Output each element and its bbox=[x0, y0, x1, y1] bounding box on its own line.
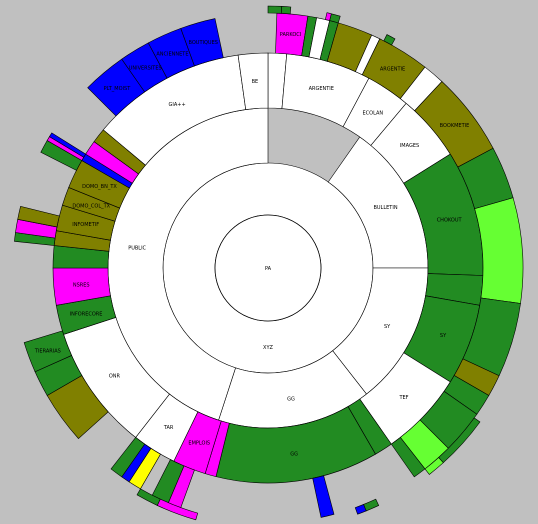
level3-label-24: GIA++ bbox=[169, 102, 186, 108]
level5-segment-1[interactable] bbox=[281, 6, 292, 15]
level3-label-20: DOMO_BN_TX bbox=[82, 184, 117, 190]
level3-label-2: ECOLAN bbox=[363, 111, 384, 117]
level4-label-35: BOUTIQUES bbox=[189, 40, 218, 46]
level3-label-6: SY bbox=[440, 333, 447, 339]
level5-segment-10[interactable] bbox=[136, 488, 161, 506]
level3-label-7: TEF bbox=[398, 395, 408, 401]
labels-layer: XYZ BULLETIN SY GG PUBLIC ARGENTIE ECOLAN IMAGE… bbox=[34, 32, 469, 458]
level3-label-4: CHOKOUT bbox=[437, 217, 463, 223]
level4-segment-16[interactable] bbox=[390, 437, 426, 478]
level4-segment-31[interactable] bbox=[49, 132, 87, 158]
level2-label-0: BULLETIN bbox=[373, 205, 397, 211]
level4-label-8: BOOKMETIE bbox=[440, 123, 470, 129]
level4-label-32: PLT_MOIST bbox=[104, 86, 132, 92]
level3-label-1: ARGENTIE bbox=[309, 86, 334, 92]
segments-layer bbox=[14, 5, 524, 521]
level4-segment-25[interactable] bbox=[23, 330, 72, 373]
level3-segment-25[interactable] bbox=[237, 52, 269, 110]
level5-segment-0[interactable] bbox=[267, 5, 283, 14]
level4-segment-22[interactable] bbox=[110, 437, 146, 478]
level1-label-0: XYZ bbox=[263, 345, 273, 351]
level2-label-2: GG bbox=[287, 396, 295, 402]
level5-segment-4[interactable] bbox=[383, 34, 396, 46]
level4-label-0: PARKOCI bbox=[280, 32, 302, 38]
level3-label-14: INFORECORE bbox=[70, 311, 103, 317]
level3-label-3: IMAGES bbox=[400, 143, 419, 149]
level4-segment-28[interactable] bbox=[17, 205, 60, 228]
level3-label-11: EMPLOIS bbox=[188, 440, 210, 446]
level3-label-25: BE bbox=[252, 79, 259, 85]
level3-label-9: GG bbox=[290, 452, 298, 458]
level4-label-25: TIERARIAS bbox=[34, 348, 61, 354]
level3-label-15: NSRES bbox=[73, 282, 90, 288]
level4-label-34: ANCIENNETE bbox=[156, 51, 188, 57]
level4-label-6: ARGENTIE bbox=[380, 67, 405, 73]
level5-segment-3[interactable] bbox=[329, 13, 341, 24]
level4-label-33: UNIVERSITES bbox=[129, 66, 162, 72]
level5-segment-8[interactable] bbox=[354, 504, 367, 515]
level3-label-13: ONR bbox=[109, 374, 121, 380]
level2-label-1: SY bbox=[384, 324, 391, 330]
level2-label-3: PUBLIC bbox=[128, 245, 146, 251]
root-node[interactable] bbox=[214, 214, 322, 322]
level4-segment-17[interactable] bbox=[312, 475, 335, 518]
root-label: PA bbox=[265, 266, 272, 272]
level3-label-19: DOMO_COL_TX bbox=[72, 203, 110, 209]
level3-label-12: TAR bbox=[163, 425, 174, 431]
level4-segment-35[interactable] bbox=[180, 18, 224, 67]
level5-segment-6[interactable] bbox=[424, 457, 444, 475]
level3-label-18: INFOMETIF bbox=[72, 222, 99, 228]
